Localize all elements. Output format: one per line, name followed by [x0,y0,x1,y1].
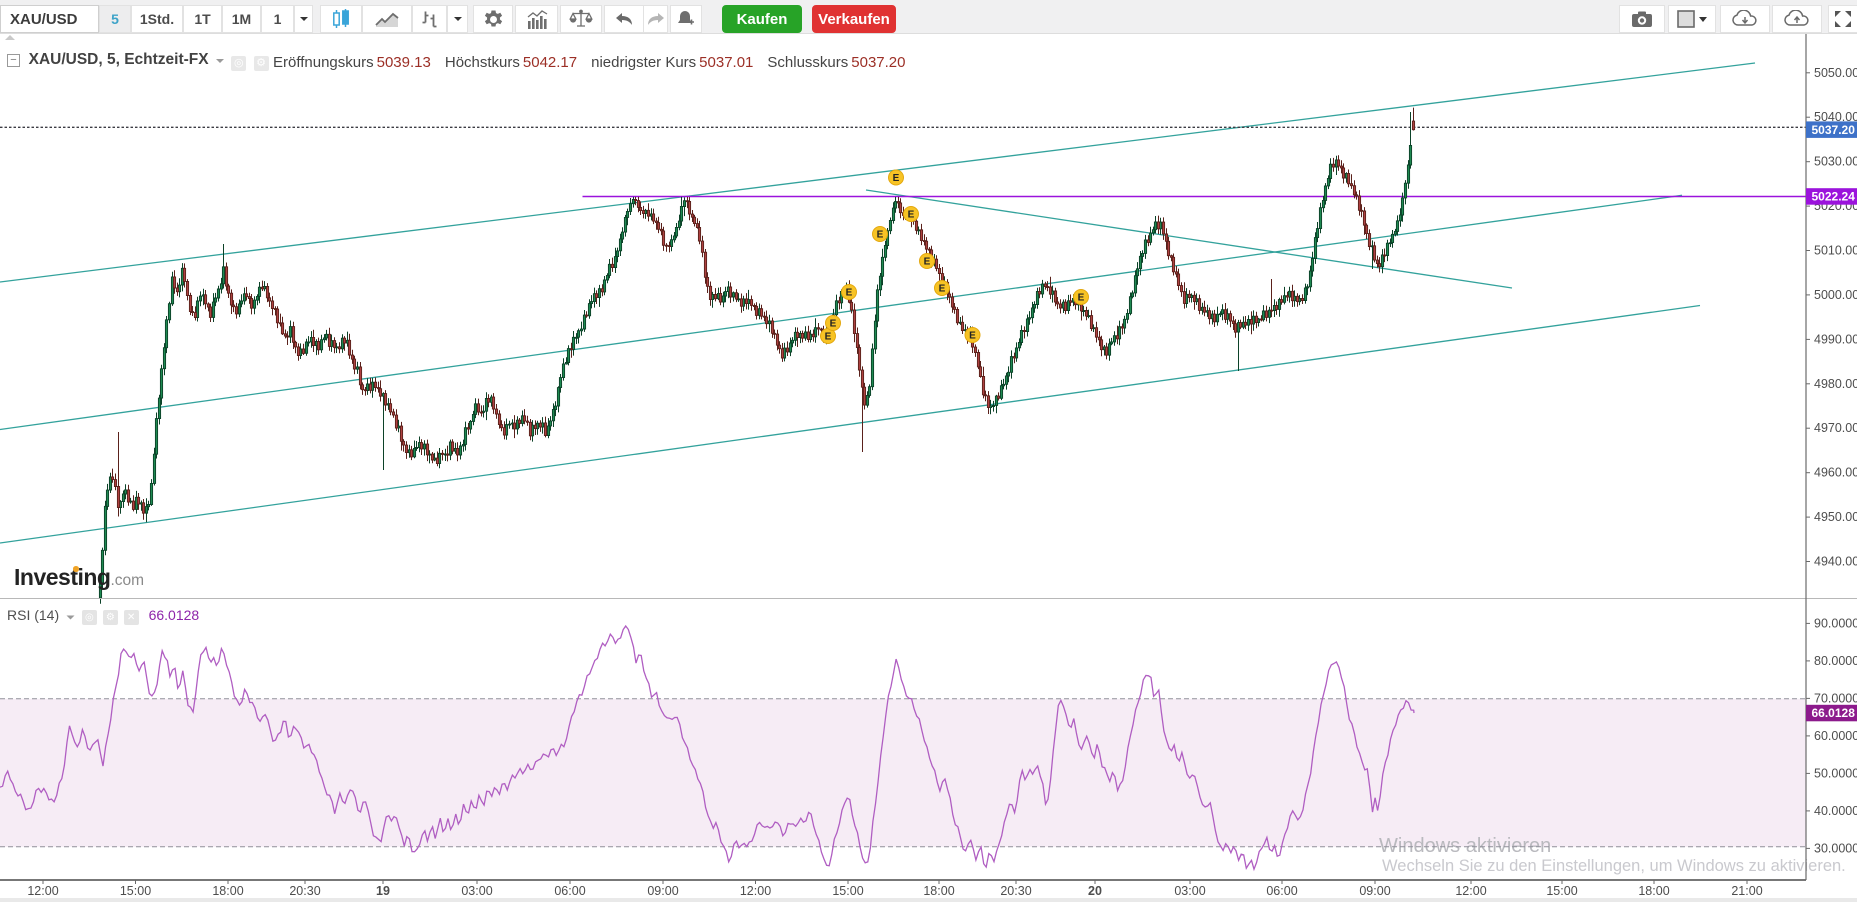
svg-text:21:00: 21:00 [1731,884,1762,898]
svg-text:18:00: 18:00 [1638,884,1669,898]
svg-text:5022.24: 5022.24 [1812,190,1856,204]
svg-text:20: 20 [1088,884,1102,898]
svg-text:5000.00: 5000.00 [1814,288,1857,302]
svg-text:E: E [908,210,915,221]
svg-text:E: E [893,173,900,184]
svg-text:5010.00: 5010.00 [1814,244,1857,258]
svg-text:30.0000: 30.0000 [1814,841,1857,855]
svg-text:03:00: 03:00 [461,884,492,898]
svg-text:18:00: 18:00 [212,884,243,898]
svg-text:12:00: 12:00 [27,884,58,898]
svg-text:4960.00: 4960.00 [1814,466,1857,480]
svg-text:E: E [825,332,832,343]
svg-text:E: E [969,331,976,342]
svg-text:4940.00: 4940.00 [1814,555,1857,569]
svg-text:15:00: 15:00 [120,884,151,898]
svg-text:E: E [846,288,853,299]
svg-text:5050.00: 5050.00 [1814,66,1857,80]
svg-text:12:00: 12:00 [1455,884,1486,898]
svg-text:06:00: 06:00 [1266,884,1297,898]
svg-text:60.0000: 60.0000 [1814,729,1857,743]
svg-text:4970.00: 4970.00 [1814,421,1857,435]
svg-text:4980.00: 4980.00 [1814,377,1857,391]
svg-text:12:00: 12:00 [740,884,771,898]
svg-text:06:00: 06:00 [554,884,585,898]
svg-text:09:00: 09:00 [1359,884,1390,898]
svg-text:15:00: 15:00 [832,884,863,898]
svg-text:03:00: 03:00 [1174,884,1205,898]
svg-text:E: E [1078,293,1085,304]
svg-text:4990.00: 4990.00 [1814,332,1857,346]
svg-text:80.0000: 80.0000 [1814,654,1857,668]
svg-text:15:00: 15:00 [1546,884,1577,898]
svg-text:20:30: 20:30 [1000,884,1031,898]
svg-text:19: 19 [376,884,390,898]
svg-text:70.0000: 70.0000 [1814,691,1857,705]
svg-text:E: E [830,319,837,330]
svg-text:66.0128: 66.0128 [1812,706,1856,720]
svg-text:90.0000: 90.0000 [1814,616,1857,630]
svg-text:E: E [924,257,931,268]
svg-text:Windows aktivieren: Windows aktivieren [1379,835,1551,857]
svg-text:4950.00: 4950.00 [1814,510,1857,524]
svg-text:E: E [939,284,946,295]
svg-text:E: E [877,230,884,241]
svg-text:5037.20: 5037.20 [1812,123,1856,137]
svg-text:18:00: 18:00 [923,884,954,898]
svg-text:50.0000: 50.0000 [1814,766,1857,780]
svg-text:20:30: 20:30 [289,884,320,898]
svg-text:5030.00: 5030.00 [1814,155,1857,169]
svg-text:Wechseln Sie zu den Einstellun: Wechseln Sie zu den Einstellungen, um Wi… [1382,857,1846,875]
svg-text:5040.00: 5040.00 [1814,110,1857,124]
svg-text:09:00: 09:00 [647,884,678,898]
svg-text:40.0000: 40.0000 [1814,804,1857,818]
